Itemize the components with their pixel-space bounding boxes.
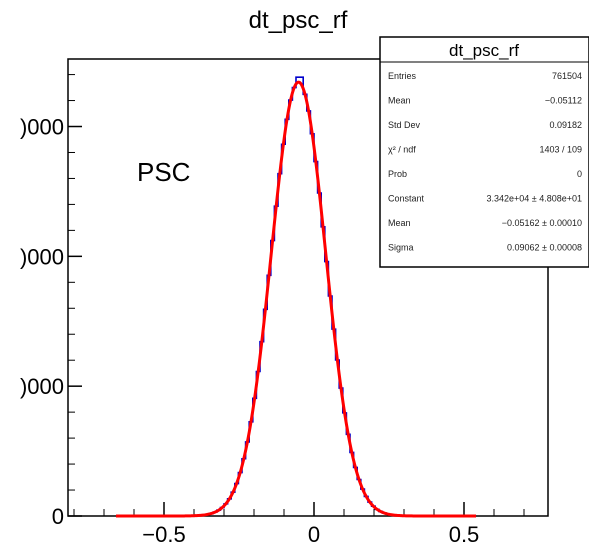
stats-row-label: Mean [388,96,411,106]
stats-row-value: 1403 / 109 [539,145,582,155]
chart-title: dt_psc_rf [249,7,348,34]
stats-row-label: Constant [388,194,425,204]
plot-frame [67,58,549,517]
y-tick-label: 0 [52,504,64,529]
stats-row-label: Prob [388,169,407,179]
y-axis-ticks: 0 )000 )000 )000 [20,74,82,529]
stats-row-label: Std Dev [388,120,421,130]
psc-annotation: PSC [137,157,190,187]
stats-row-value: 0 [577,169,582,179]
x-tick-label: 0.5 [449,522,480,547]
stats-row-value: 0.09062 ± 0.00008 [507,243,582,253]
stats-row-value: −0.05162 ± 0.00010 [502,218,582,228]
y-tick-label: )000 [20,115,64,140]
x-axis-ticks: −0.5 0 0.5 [73,502,525,547]
gaussian-fit-curve [116,80,476,518]
stats-row-label: Sigma [388,243,414,253]
stats-box: dt_psc_rf Entries 761504 Mean −0.05112 Std D… [379,36,589,268]
stats-row-label: Mean [388,218,411,228]
x-tick-label: −0.5 [142,522,185,547]
y-tick-label: )000 [20,244,64,269]
stats-row-label: χ² / ndf [388,145,416,155]
y-tick-label: )000 [20,374,64,399]
x-tick-label: 0 [308,522,320,547]
stats-row-value: 761504 [552,71,582,81]
stats-rows: Entries 761504 Mean −0.05112 Std Dev 0.09182 χ… [388,71,582,253]
stats-row-value: −0.05112 [545,96,582,106]
stats-row-value: 0.09182 [549,120,582,130]
stats-row-label: Entries [388,71,417,81]
stats-box-frame [379,36,589,268]
stats-box-title: dt_psc_rf [449,41,519,60]
stats-row-value: 3.342e+04 ± 4.808e+01 [486,194,582,204]
